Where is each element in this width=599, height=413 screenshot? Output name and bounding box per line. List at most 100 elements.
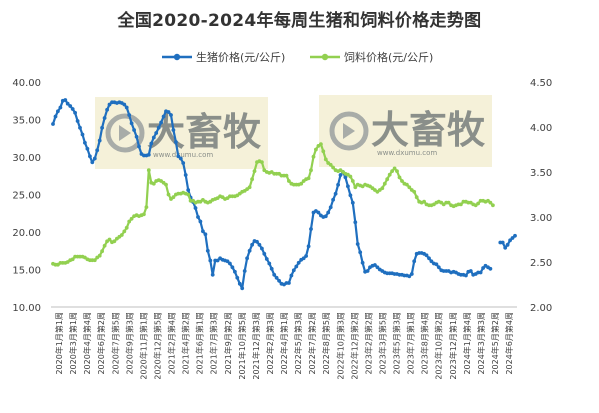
- data-point-left: [427, 256, 431, 261]
- data-point-right: [97, 253, 102, 258]
- data-point-left: [122, 102, 127, 107]
- data-point-left: [53, 114, 58, 119]
- data-point-right: [328, 162, 333, 167]
- data-point-left: [176, 154, 181, 159]
- x-tick-label: 2022年8月第5周: [321, 312, 331, 375]
- data-point-right: [166, 192, 171, 197]
- data-point-left: [161, 114, 166, 119]
- data-point-left: [85, 146, 90, 151]
- data-point-left: [137, 144, 141, 149]
- x-tick-label: 2023年12月第1周: [448, 312, 458, 380]
- data-point-right: [387, 172, 392, 177]
- data-point-right: [311, 154, 316, 159]
- data-point-right: [299, 181, 304, 186]
- data-point-left: [291, 268, 296, 273]
- data-point-right: [151, 181, 156, 186]
- data-point-right: [314, 147, 318, 152]
- data-point-right: [331, 165, 335, 170]
- data-point-right: [70, 257, 75, 262]
- x-tick-label: 2022年5月第3周: [293, 312, 303, 375]
- data-point-left: [198, 219, 203, 224]
- data-point-left: [230, 265, 235, 270]
- data-point-left: [250, 242, 255, 247]
- y-left-tick-label: 20.00: [12, 228, 41, 239]
- y-left-tick-label: 40.00: [12, 78, 41, 89]
- data-point-left: [306, 244, 311, 249]
- data-point-right: [309, 168, 313, 173]
- data-point-left: [323, 214, 328, 219]
- y-right-tick-label: 3.50: [530, 168, 552, 179]
- data-point-left: [245, 256, 250, 261]
- data-point-left: [166, 110, 171, 114]
- data-point-left: [255, 239, 259, 244]
- data-point-left: [151, 135, 156, 140]
- data-point-right: [306, 176, 311, 181]
- data-point-right: [124, 225, 129, 230]
- legend-marker-right: [321, 53, 329, 61]
- data-point-right: [350, 179, 355, 183]
- axes: 10.00 15.00 20.00 25.00 30.00 35.00 40.00 2.00 2…: [12, 78, 552, 380]
- data-point-right: [422, 199, 426, 204]
- data-point-left: [95, 148, 100, 153]
- y-right-tick-label: 3.00: [530, 213, 552, 224]
- data-point-right: [247, 185, 252, 190]
- x-tick-label: 2023年10月第2周: [434, 312, 444, 380]
- data-point-left: [247, 248, 252, 253]
- series-right: [51, 142, 495, 267]
- data-point-left: [346, 184, 350, 189]
- x-tick-label: 2020年4月第4周: [82, 312, 92, 375]
- data-point-left: [78, 125, 82, 130]
- legend-label-left: 生猪价格(元/公斤): [196, 50, 285, 64]
- data-point-left: [205, 248, 210, 253]
- data-point-right: [119, 233, 124, 237]
- data-point-left: [51, 122, 55, 126]
- data-point-left: [301, 256, 306, 261]
- legend-label-right: 饲料价格(元/公斤): [344, 50, 433, 64]
- x-tick-label: 2022年12月第2周: [349, 312, 359, 380]
- data-point-left: [468, 269, 473, 273]
- x-tick-label: 2020年6月第2周: [96, 312, 106, 375]
- data-point-left: [127, 113, 132, 117]
- data-point-right: [407, 185, 412, 190]
- data-point-left: [436, 265, 441, 270]
- data-point-right: [319, 142, 323, 147]
- data-point-left: [159, 120, 164, 125]
- x-tick-label: 2023年3月第5周: [377, 312, 387, 375]
- data-point-right: [390, 169, 394, 174]
- y-right-tick-label: 4.00: [530, 123, 552, 134]
- data-point-left: [500, 240, 505, 245]
- data-point-right: [129, 216, 134, 221]
- data-point-left: [358, 250, 363, 255]
- data-point-right: [260, 160, 264, 165]
- data-point-left: [409, 272, 414, 276]
- x-tick-label: 2024年1月第4周: [462, 312, 472, 375]
- watermark-logo-mark: [119, 125, 131, 141]
- data-point-right: [353, 185, 358, 190]
- watermark-url: www.dxumu.com: [153, 151, 213, 159]
- data-point-left: [129, 121, 134, 126]
- data-point-left: [228, 261, 232, 266]
- x-tick-label: 2021年7月第3周: [209, 312, 219, 375]
- data-point-right: [146, 168, 151, 173]
- data-point-left: [146, 152, 151, 157]
- data-point-left: [203, 232, 208, 237]
- data-point-right: [171, 195, 176, 200]
- data-point-left: [70, 107, 75, 111]
- data-point-right: [142, 212, 146, 217]
- data-point-left: [240, 286, 245, 291]
- data-point-right: [92, 258, 97, 263]
- watermark-text: 大畜牧: [371, 108, 486, 152]
- data-point-left: [178, 156, 183, 161]
- data-point-left: [365, 269, 370, 273]
- data-point-right: [252, 169, 257, 174]
- data-point-right: [446, 200, 451, 205]
- y-left-tick-label: 30.00: [12, 153, 41, 164]
- x-tick-label: 2022年10月第3周: [335, 312, 345, 380]
- data-point-left: [289, 273, 294, 278]
- data-point-left: [373, 263, 377, 267]
- y-left-tick-label: 25.00: [12, 191, 41, 202]
- data-point-left: [171, 128, 176, 132]
- data-point-left: [90, 160, 95, 165]
- data-point-right: [321, 149, 326, 154]
